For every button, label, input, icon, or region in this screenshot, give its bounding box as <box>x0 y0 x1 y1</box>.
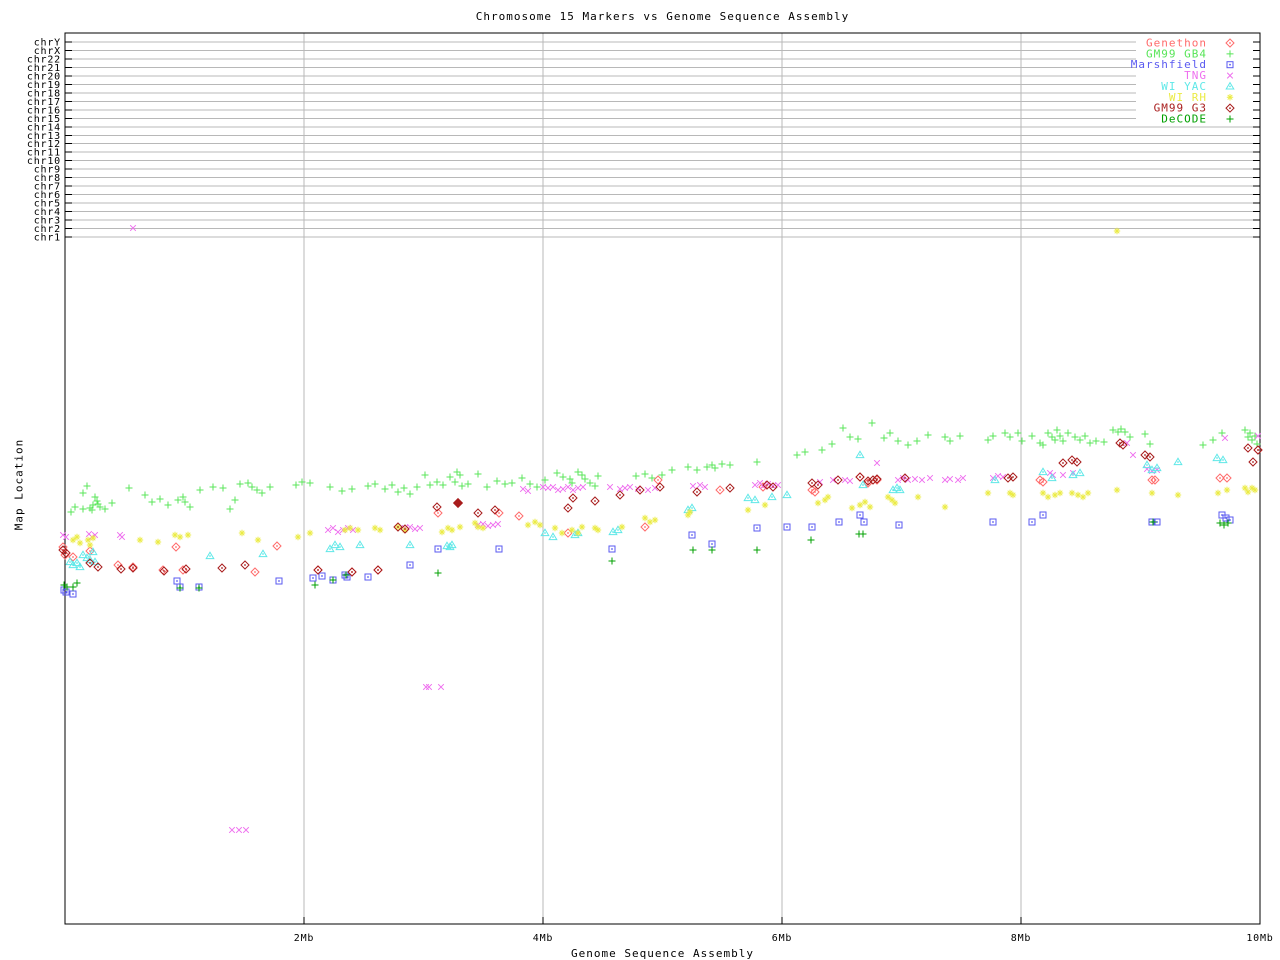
x-axis-label: Genome Sequence Assembly <box>571 947 754 960</box>
y-tick-label-chr3: chr3 <box>34 216 61 227</box>
y-tick-label-chr14: chr14 <box>27 122 61 133</box>
y-tick-label-chr11: chr11 <box>27 148 61 159</box>
y-tick-label-chr8: chr8 <box>34 173 61 184</box>
y-tick-label-chr5: chr5 <box>34 199 61 210</box>
y-tick-label-chr21: chr21 <box>27 63 61 74</box>
legend-label: DeCODE <box>1161 112 1207 125</box>
series-genethon <box>58 445 1263 577</box>
x-tick-label-4Mb: 4Mb <box>533 933 553 944</box>
y-tick-label-chr2: chr2 <box>34 224 61 235</box>
y-tick-label-chrX: chrX <box>34 46 61 57</box>
y-tick-label-chr18: chr18 <box>27 88 61 99</box>
legend-entry-decode: DeCODE <box>1161 112 1234 125</box>
legend-label: GM99 G3 <box>1154 102 1207 115</box>
series-gm99-g3 <box>58 438 1263 577</box>
y-tick-label-chrY: chrY <box>34 38 61 49</box>
legend-label: GM99 GB4 <box>1146 47 1207 60</box>
y-tick-label-chr10: chr10 <box>27 156 61 167</box>
y-tick-label-chr17: chr17 <box>27 97 61 108</box>
y-tick-label-chr9: chr9 <box>34 165 61 176</box>
gridlines <box>65 33 1260 924</box>
legend-label: TNG <box>1184 69 1207 82</box>
y-tick-label-chr1: chr1 <box>34 232 61 243</box>
y-tick-label-chr22: chr22 <box>27 54 61 65</box>
legend-background <box>1136 36 1253 126</box>
y-tick-label-chr12: chr12 <box>27 139 61 150</box>
y-tick-label-chr15: chr15 <box>27 114 61 125</box>
chr-row-labels: chrYchrXchr22chr21chr20chr19chr18chr17ch… <box>27 38 61 244</box>
y-tick-label-chr13: chr13 <box>27 131 61 142</box>
series-tng <box>59 224 1262 834</box>
x-tick-label-6Mb: 6Mb <box>772 933 792 944</box>
y-tick-label-chr7: chr7 <box>34 182 61 193</box>
y-tick-label-chr4: chr4 <box>34 207 61 218</box>
legend-entry-tng: TNG <box>1184 69 1234 82</box>
y-tick-label-chr6: chr6 <box>34 190 61 201</box>
legend-entry-gm99-g3: GM99 G3 <box>1154 102 1235 115</box>
series-decode <box>60 518 1232 592</box>
legend-entry-wi-yac: WI YAC <box>1161 80 1235 93</box>
legend-label: WI RH <box>1169 91 1207 104</box>
y-tick-label-chr19: chr19 <box>27 80 61 91</box>
x-tick-label-8Mb: 8Mb <box>1011 933 1031 944</box>
y-tick-label-chr16: chr16 <box>27 105 61 116</box>
y-tick-label-chr20: chr20 <box>27 71 61 82</box>
legend-label: Marshfield <box>1131 58 1207 71</box>
legend-entry-genethon: Genethon <box>1146 37 1235 50</box>
plot-border <box>64 32 1261 925</box>
chart-title: Chromosome 15 Markers vs Genome Sequence… <box>475 10 850 23</box>
axis-ticks <box>65 41 1261 924</box>
x-tick-label-2Mb: 2Mb <box>294 933 314 944</box>
series-wi-rh <box>69 227 1259 549</box>
x-tick-label-10Mb: 10Mb <box>1246 933 1273 944</box>
legend-entry-marshfield: Marshfield <box>1131 58 1234 71</box>
legend-entry-gm99-gb4: GM99 GB4 <box>1146 47 1234 60</box>
legend-entry-wi-rh: WI RH <box>1169 91 1234 104</box>
x-tick-labels: 2Mb 4Mb 6Mb 8Mb 10Mb <box>294 933 1273 944</box>
legend-label: Genethon <box>1146 37 1207 50</box>
series-wi-yac <box>65 450 1228 571</box>
legend-label: WI YAC <box>1161 80 1207 93</box>
series-gm99-gb4 <box>67 419 1261 516</box>
